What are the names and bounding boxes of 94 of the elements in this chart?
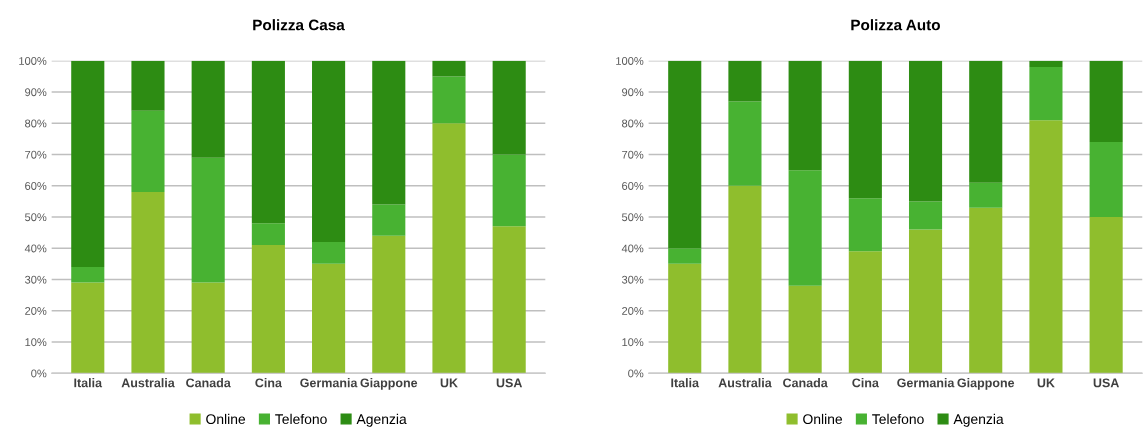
bar bbox=[908, 60, 943, 202]
y-tick-label: 30% bbox=[621, 275, 644, 284]
x-tick-label: Cina bbox=[255, 378, 282, 388]
bar bbox=[969, 207, 1003, 374]
bar bbox=[372, 235, 406, 374]
x-tick-label: Australia bbox=[121, 378, 175, 388]
bar bbox=[969, 182, 1003, 208]
bar bbox=[908, 201, 943, 230]
y-tick-label: 90% bbox=[25, 88, 47, 97]
y-tick-label: 70% bbox=[25, 150, 47, 159]
bar bbox=[848, 198, 882, 252]
bar bbox=[131, 192, 165, 374]
x-tick-label: Italia bbox=[671, 378, 700, 388]
bar bbox=[1029, 120, 1063, 374]
x-tick-label: Giappone bbox=[957, 378, 1015, 390]
bar bbox=[492, 60, 526, 155]
bar bbox=[492, 154, 526, 227]
bar bbox=[432, 123, 466, 374]
y-tick-label: 10% bbox=[25, 338, 47, 347]
bar bbox=[312, 60, 346, 242]
bar bbox=[131, 60, 165, 111]
bar bbox=[969, 60, 1003, 183]
x-tick-label: Germania bbox=[300, 378, 358, 388]
bar bbox=[1089, 60, 1123, 142]
bar bbox=[251, 245, 285, 374]
y-tick-label: 0% bbox=[628, 369, 644, 378]
y-tick-label: 100% bbox=[19, 57, 47, 65]
bar bbox=[728, 101, 762, 186]
y-tick-label: 90% bbox=[622, 88, 644, 97]
y-tick-label: 50% bbox=[25, 213, 47, 222]
bar bbox=[312, 242, 346, 264]
bar bbox=[372, 60, 406, 205]
y-tick-label: 60% bbox=[622, 182, 644, 190]
x-tick-label: Cina bbox=[852, 378, 879, 388]
chart-title: Polizza Casa bbox=[253, 19, 345, 31]
bar bbox=[191, 157, 225, 283]
bar bbox=[372, 204, 406, 236]
y-tick-label: 40% bbox=[24, 244, 47, 253]
y-tick-label: 20% bbox=[622, 307, 644, 315]
bar bbox=[788, 170, 822, 286]
y-tick-label: 30% bbox=[24, 275, 47, 284]
bar bbox=[1029, 67, 1063, 121]
bar bbox=[1089, 142, 1123, 217]
y-tick-label: 0% bbox=[31, 369, 47, 378]
bar bbox=[432, 76, 466, 124]
bar bbox=[728, 60, 762, 102]
bar bbox=[668, 248, 702, 264]
bar bbox=[492, 226, 526, 374]
bar bbox=[1089, 217, 1123, 374]
bar bbox=[668, 60, 702, 249]
bar bbox=[788, 285, 822, 374]
y-tick-label: 20% bbox=[25, 307, 47, 315]
y-tick-label: 70% bbox=[622, 150, 644, 159]
legend-label: Agenzia bbox=[953, 413, 1004, 427]
bar bbox=[432, 60, 466, 77]
bar bbox=[848, 60, 882, 199]
bar bbox=[312, 263, 346, 374]
legend-label: Telefono bbox=[275, 413, 327, 425]
legend-label: Online bbox=[803, 413, 843, 425]
x-tick-label: Canada bbox=[783, 378, 828, 388]
x-tick-label: Giappone bbox=[360, 378, 418, 390]
bar bbox=[71, 267, 105, 283]
chart-title: Polizza Auto bbox=[851, 19, 940, 31]
bar bbox=[908, 229, 943, 374]
y-tick-label: 50% bbox=[621, 213, 644, 222]
bar bbox=[788, 60, 822, 171]
y-tick-label: 80% bbox=[25, 119, 47, 128]
y-tick-label: 60% bbox=[25, 182, 47, 190]
bar bbox=[668, 263, 702, 374]
y-tick-label: 80% bbox=[622, 119, 644, 128]
legend-label: Telefono bbox=[872, 413, 924, 425]
y-tick-label: 100% bbox=[616, 57, 644, 65]
bar bbox=[728, 185, 762, 374]
bar bbox=[251, 223, 285, 246]
bar bbox=[191, 282, 225, 374]
bar bbox=[848, 251, 882, 374]
bar bbox=[251, 60, 285, 224]
x-tick-label: Germania bbox=[897, 378, 955, 388]
x-tick-label: UK bbox=[440, 378, 458, 388]
bar bbox=[191, 60, 225, 158]
bar bbox=[1029, 60, 1063, 68]
bar bbox=[71, 60, 105, 267]
bar bbox=[71, 282, 105, 374]
x-tick-label: USA bbox=[1093, 378, 1120, 388]
legend-label: Online bbox=[206, 413, 246, 425]
x-tick-label: UK bbox=[1037, 378, 1055, 388]
y-tick-label: 40% bbox=[621, 244, 644, 253]
x-tick-label: USA bbox=[496, 378, 523, 388]
bar bbox=[131, 110, 165, 192]
y-tick-label: 10% bbox=[622, 338, 644, 347]
x-tick-label: Australia bbox=[718, 378, 772, 388]
x-tick-label: Italia bbox=[74, 378, 103, 388]
legend-label: Agenzia bbox=[356, 413, 407, 427]
x-tick-label: Canada bbox=[186, 378, 231, 388]
